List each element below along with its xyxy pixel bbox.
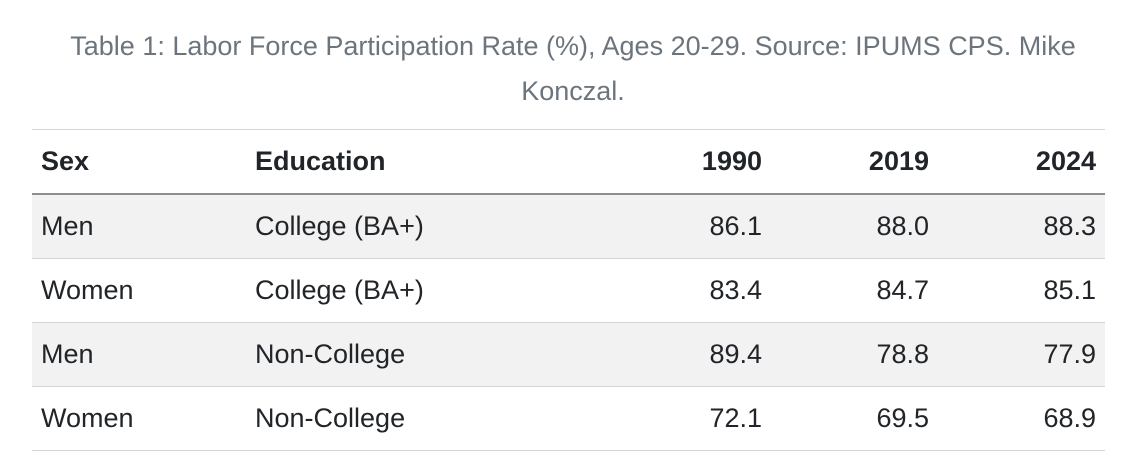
table-body: Men College (BA+) 86.1 88.0 88.3 Women C… (32, 194, 1105, 451)
cell-1990: 89.4 (604, 322, 771, 387)
cell-sex: Men (32, 322, 246, 387)
cell-2024: 68.9 (938, 386, 1105, 451)
cell-2019: 78.8 (771, 322, 938, 387)
cell-2019: 69.5 (771, 386, 938, 451)
header-education: Education (246, 129, 604, 195)
cell-1990: 83.4 (604, 258, 771, 323)
cell-2024: 85.1 (938, 258, 1105, 323)
cell-sex: Women (32, 386, 246, 451)
cell-education: College (BA+) (246, 258, 604, 323)
header-row: Sex Education 1990 2019 2024 (32, 129, 1105, 195)
cell-2024: 77.9 (938, 322, 1105, 387)
table-row: Women College (BA+) 83.4 84.7 85.1 (32, 258, 1105, 323)
cell-1990: 86.1 (604, 194, 771, 259)
header-2024: 2024 (938, 129, 1105, 195)
header-2019: 2019 (771, 129, 938, 195)
table-row: Men College (BA+) 86.1 88.0 88.3 (32, 194, 1105, 259)
cell-1990: 72.1 (604, 386, 771, 451)
cell-sex: Women (32, 258, 246, 323)
cell-education: College (BA+) (246, 194, 604, 259)
cell-2024: 88.3 (938, 194, 1105, 259)
cell-2019: 88.0 (771, 194, 938, 259)
cell-sex: Men (32, 194, 246, 259)
table-row: Men Non-College 89.4 78.8 77.9 (32, 322, 1105, 387)
header-1990: 1990 (604, 129, 771, 195)
table-header: Sex Education 1990 2019 2024 (32, 129, 1105, 195)
participation-table: Sex Education 1990 2019 2024 Men College… (32, 129, 1105, 451)
cell-2019: 84.7 (771, 258, 938, 323)
table-caption: Table 1: Labor Force Participation Rate … (70, 31, 1076, 106)
cell-education: Non-College (246, 322, 604, 387)
header-sex: Sex (32, 129, 246, 195)
table-row: Women Non-College 72.1 69.5 68.9 (32, 386, 1105, 451)
cell-education: Non-College (246, 386, 604, 451)
